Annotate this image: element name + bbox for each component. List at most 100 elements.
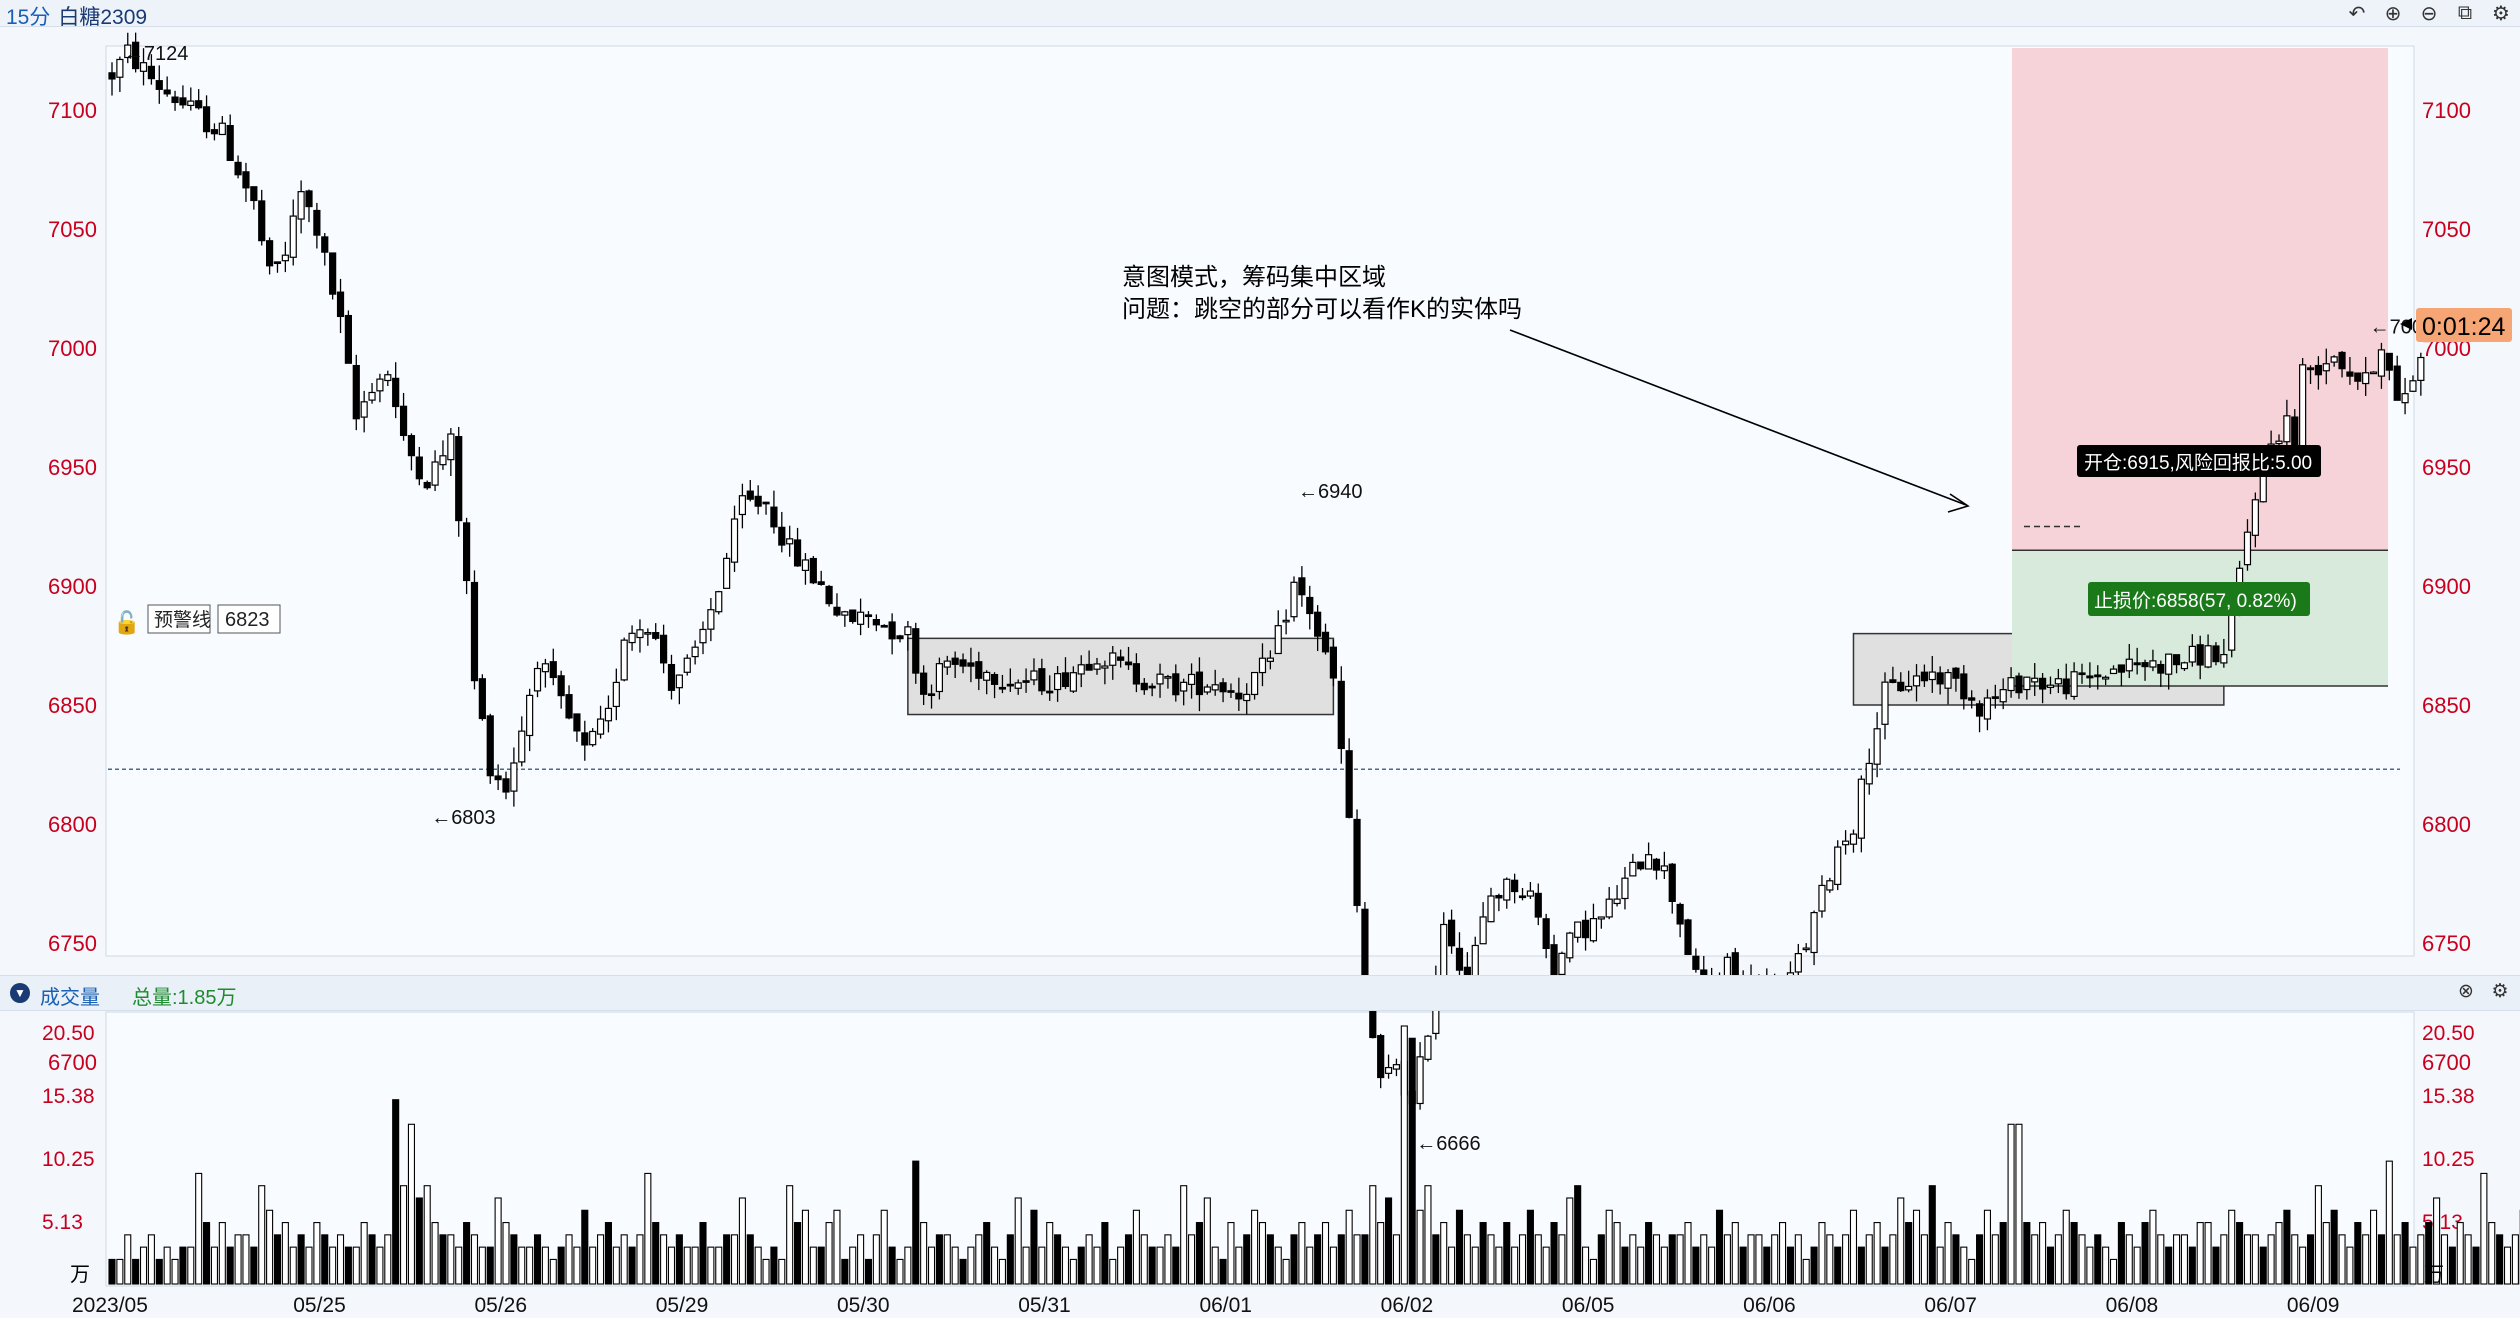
zoom-out-icon[interactable]: ⊖	[2420, 2, 2438, 25]
volume-bar	[1976, 1234, 1984, 1285]
candle	[707, 598, 715, 642]
volume-bar	[1755, 1234, 1763, 1285]
volume-bar	[494, 1197, 502, 1285]
volume-bar	[541, 1246, 549, 1285]
lock-icon[interactable]: 🔓	[113, 610, 140, 635]
annotation-arrowhead	[1947, 493, 1970, 513]
period-label[interactable]: 15分	[6, 6, 51, 29]
volume-bar	[1361, 1234, 1369, 1285]
candle	[1975, 700, 1984, 733]
candle	[1991, 684, 1999, 709]
volume-bar	[1495, 1246, 1503, 1285]
volume-bar	[447, 1234, 455, 1285]
volume-bar	[1306, 1246, 1314, 1285]
x-tick-label: 05/26	[474, 1294, 527, 1317]
volume-bar	[1400, 1025, 1408, 1285]
settings-icon[interactable]: ⚙	[2492, 2, 2510, 25]
candle	[723, 552, 731, 589]
candle	[321, 233, 329, 266]
volume-bar	[155, 1258, 163, 1285]
chart-title: 15分 白糖2309	[6, 1, 147, 31]
volume-bar	[604, 1222, 612, 1285]
stop-label[interactable]: 止损价:6858(57, 0.82%)	[2088, 582, 2310, 616]
volume-bar	[1117, 1246, 1125, 1285]
volume-bar	[1258, 1222, 1267, 1285]
candle	[2314, 356, 2322, 390]
volume-bar	[644, 1172, 652, 1285]
volume-bar	[951, 1246, 959, 1285]
alert-label-box	[147, 604, 211, 634]
volume-bar	[234, 1234, 242, 1285]
volume-bar	[549, 1258, 557, 1285]
volume-bar	[794, 1222, 802, 1285]
volume-bar	[1148, 1246, 1156, 1285]
candle	[132, 32, 140, 73]
layout-icon[interactable]: ⧉	[2457, 1, 2473, 24]
volume-bar	[2173, 1234, 2181, 1285]
candle	[1203, 684, 1211, 695]
candle	[2283, 399, 2291, 452]
volume-title[interactable]: 成交量	[40, 987, 100, 1009]
settings-icon[interactable]: ⚙	[2491, 981, 2509, 1002]
candle	[738, 483, 747, 529]
candle	[1613, 885, 1621, 907]
candle	[250, 186, 258, 210]
volume-bar	[1180, 1185, 1188, 1285]
candle	[1117, 649, 1125, 668]
candle	[809, 556, 817, 585]
volume-bar	[746, 1234, 754, 1285]
volume-bar	[2015, 1123, 2023, 1285]
candle	[856, 598, 865, 636]
candle	[2133, 647, 2141, 675]
candle	[2046, 676, 2055, 695]
close-icon[interactable]: ⊗	[2458, 981, 2474, 1002]
zoom-in-icon[interactable]: ⊕	[2384, 2, 2402, 25]
symbol-label[interactable]: 白糖2309	[58, 6, 148, 29]
volume-bar	[2220, 1234, 2228, 1285]
volume-bar	[841, 1258, 849, 1285]
collapse-icon[interactable]: ▼	[10, 983, 30, 1003]
candle	[904, 620, 912, 651]
volume-bar	[1692, 1246, 1700, 1285]
candle	[281, 241, 289, 273]
candle	[1534, 883, 1542, 926]
volume-bar	[2031, 1234, 2039, 1285]
volume-bar	[1936, 1246, 1944, 1285]
x-tick-label: 05/25	[293, 1294, 346, 1317]
volume-bar	[1763, 1246, 1771, 1285]
candle	[455, 426, 463, 537]
volume-bar	[1385, 1197, 1393, 1285]
volume-bar	[2385, 1160, 2393, 1285]
candle	[778, 511, 786, 553]
volume-bar	[1731, 1222, 1739, 1285]
alert-widget[interactable]: 🔓 预警线 6823	[113, 604, 281, 635]
volume-bar	[967, 1246, 975, 1285]
volume-bar	[486, 1246, 494, 1285]
candle	[510, 747, 518, 807]
candle	[1329, 639, 1338, 687]
volume-bar	[1652, 1234, 1661, 1285]
undo-icon[interactable]: ↶	[2348, 2, 2366, 25]
volume-bar	[2070, 1222, 2078, 1285]
volume-bar	[1865, 1234, 1873, 1285]
x-tick-label: 05/30	[837, 1294, 890, 1317]
candle	[2007, 667, 2015, 698]
candle	[463, 517, 471, 595]
volume-bar	[2259, 1246, 2267, 1285]
entry-label[interactable]: 开仓:6915,风险回报比:5.00	[2077, 445, 2321, 477]
candle	[967, 647, 975, 683]
candle	[691, 640, 699, 665]
candle	[1101, 660, 1109, 685]
volume-bar	[2377, 1234, 2385, 1285]
candle	[2149, 649, 2157, 672]
candle	[896, 634, 904, 643]
volume-bar	[904, 1246, 912, 1285]
candle	[108, 62, 116, 96]
volume-bar	[336, 1234, 345, 1285]
candle	[2165, 653, 2173, 690]
candle	[2338, 351, 2346, 378]
volume-bar	[1061, 1246, 1070, 1285]
volume-bar	[1849, 1209, 1858, 1285]
candle	[533, 661, 542, 698]
